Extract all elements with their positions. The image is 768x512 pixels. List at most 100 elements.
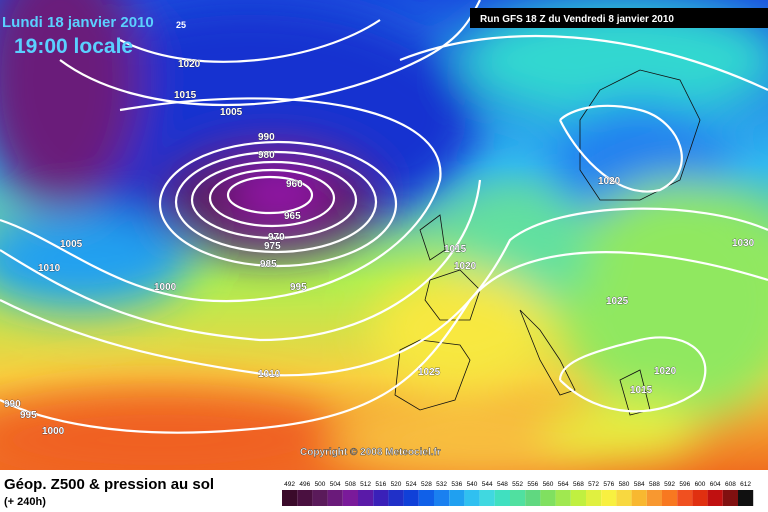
legend-swatch — [646, 490, 662, 506]
legend-swatch — [631, 490, 647, 506]
legend-swatch — [525, 490, 541, 506]
legend-label: 496 — [299, 481, 310, 488]
legend-label: 492 — [284, 481, 295, 488]
legend-swatch — [722, 490, 738, 506]
legend-label: 588 — [649, 481, 660, 488]
legend-label: 596 — [679, 481, 690, 488]
isobar-label: 1020 — [654, 366, 677, 377]
legend-swatch — [586, 490, 602, 506]
copyright: Copyright © 2008 Meteociel.fr — [300, 447, 441, 458]
legend-label: 608 — [725, 481, 736, 488]
isobar-label: 1010 — [38, 263, 61, 274]
isobar-label: 1020 — [598, 176, 621, 187]
legend-swatch — [282, 490, 298, 506]
legend-swatch — [738, 490, 754, 506]
isobar-label: 1015 — [630, 385, 653, 396]
isobar-label: 975 — [264, 241, 281, 252]
legend-label: 612 — [740, 481, 751, 488]
legend-swatch — [373, 490, 389, 506]
legend-label: 532 — [436, 481, 447, 488]
legend-swatch — [403, 490, 419, 506]
legend-label: 604 — [710, 481, 721, 488]
legend-label: 536 — [451, 481, 462, 488]
legend-swatch — [464, 490, 480, 506]
legend-swatch — [570, 490, 586, 506]
legend-label: 564 — [558, 481, 569, 488]
legend-swatch — [677, 490, 693, 506]
isobar-label: 995 — [290, 282, 307, 293]
isobar-label: 1030 — [732, 238, 755, 249]
isobars — [0, 0, 768, 433]
legend-swatch — [601, 490, 617, 506]
legend-swatch — [555, 490, 571, 506]
legend-swatch — [434, 490, 450, 506]
legend-swatch — [449, 490, 465, 506]
legend-label: 592 — [664, 481, 675, 488]
isobar-label: 1025 — [606, 296, 629, 307]
isobar-label: 990 — [258, 132, 275, 143]
legend-label: 600 — [695, 481, 706, 488]
isobar-label: 965 — [284, 211, 301, 222]
corner-label: 25 — [176, 20, 186, 30]
date: Lundi 18 janvier 2010 — [2, 14, 154, 31]
legend-swatch — [540, 490, 556, 506]
legend-label: 512 — [360, 481, 371, 488]
run: Run GFS 18 Z du Vendredi 8 janvier 2010 — [480, 14, 674, 25]
legend-swatch — [494, 490, 510, 506]
footer-lead: (+ 240h) — [4, 496, 46, 508]
legend-label: 520 — [391, 481, 402, 488]
legend-label: 544 — [482, 481, 493, 488]
isobar-label: 1025 — [418, 367, 441, 378]
legend-label: 572 — [588, 481, 599, 488]
legend-label: 540 — [467, 481, 478, 488]
isobar-label: 1010 — [258, 369, 281, 380]
time: 19:00 locale — [14, 35, 133, 58]
legend: 492 496 500 504 508 512 516 520 524 528 532 536 540 5… — [282, 481, 754, 506]
run-box — [470, 8, 768, 28]
legend-swatch — [479, 490, 495, 506]
isobar-label: 995 — [20, 410, 37, 421]
legend-label: 504 — [330, 481, 341, 488]
legend-swatch — [510, 490, 526, 506]
legend-label: 552 — [512, 481, 523, 488]
legend-label: 524 — [406, 481, 417, 488]
legend-label: 556 — [527, 481, 538, 488]
legend-swatch — [692, 490, 708, 506]
legend-swatch — [388, 490, 404, 506]
isobar-label: 970 — [268, 232, 285, 243]
legend-swatch — [327, 490, 343, 506]
legend-label: 560 — [543, 481, 554, 488]
legend-label: 580 — [619, 481, 630, 488]
isobar-label: 990 — [4, 399, 21, 410]
legend-label: 516 — [375, 481, 386, 488]
isobar-label: 1000 — [42, 426, 65, 437]
legend-swatch — [297, 490, 313, 506]
legend-label: 576 — [603, 481, 614, 488]
legend-swatch — [616, 490, 632, 506]
legend-swatch — [358, 490, 374, 506]
isobar-label: 1005 — [60, 239, 83, 250]
legend-label: 548 — [497, 481, 508, 488]
legend-swatch — [707, 490, 723, 506]
legend-label: 508 — [345, 481, 356, 488]
isobar-label: 985 — [260, 259, 277, 270]
legend-swatch — [418, 490, 434, 506]
legend-label: 584 — [634, 481, 645, 488]
legend-label: 528 — [421, 481, 432, 488]
isobar-label: 1000 — [154, 282, 177, 293]
isobar-labels: 1020101510059909809609659709759859951005… — [4, 59, 755, 438]
isobar-label: 1015 — [174, 90, 197, 101]
isobar-label: 1020 — [454, 261, 477, 272]
isobar-label: 960 — [286, 179, 303, 190]
isobar-label: 1020 — [178, 59, 201, 70]
legend-label: 568 — [573, 481, 584, 488]
footer-title: Géop. Z500 & pression au sol — [4, 476, 214, 493]
legend-swatch — [312, 490, 328, 506]
isobar-label: 1005 — [220, 107, 243, 118]
isobar-label: 980 — [258, 150, 275, 161]
legend-swatch — [342, 490, 358, 506]
legend-swatch — [662, 490, 678, 506]
legend-label: 500 — [315, 481, 326, 488]
